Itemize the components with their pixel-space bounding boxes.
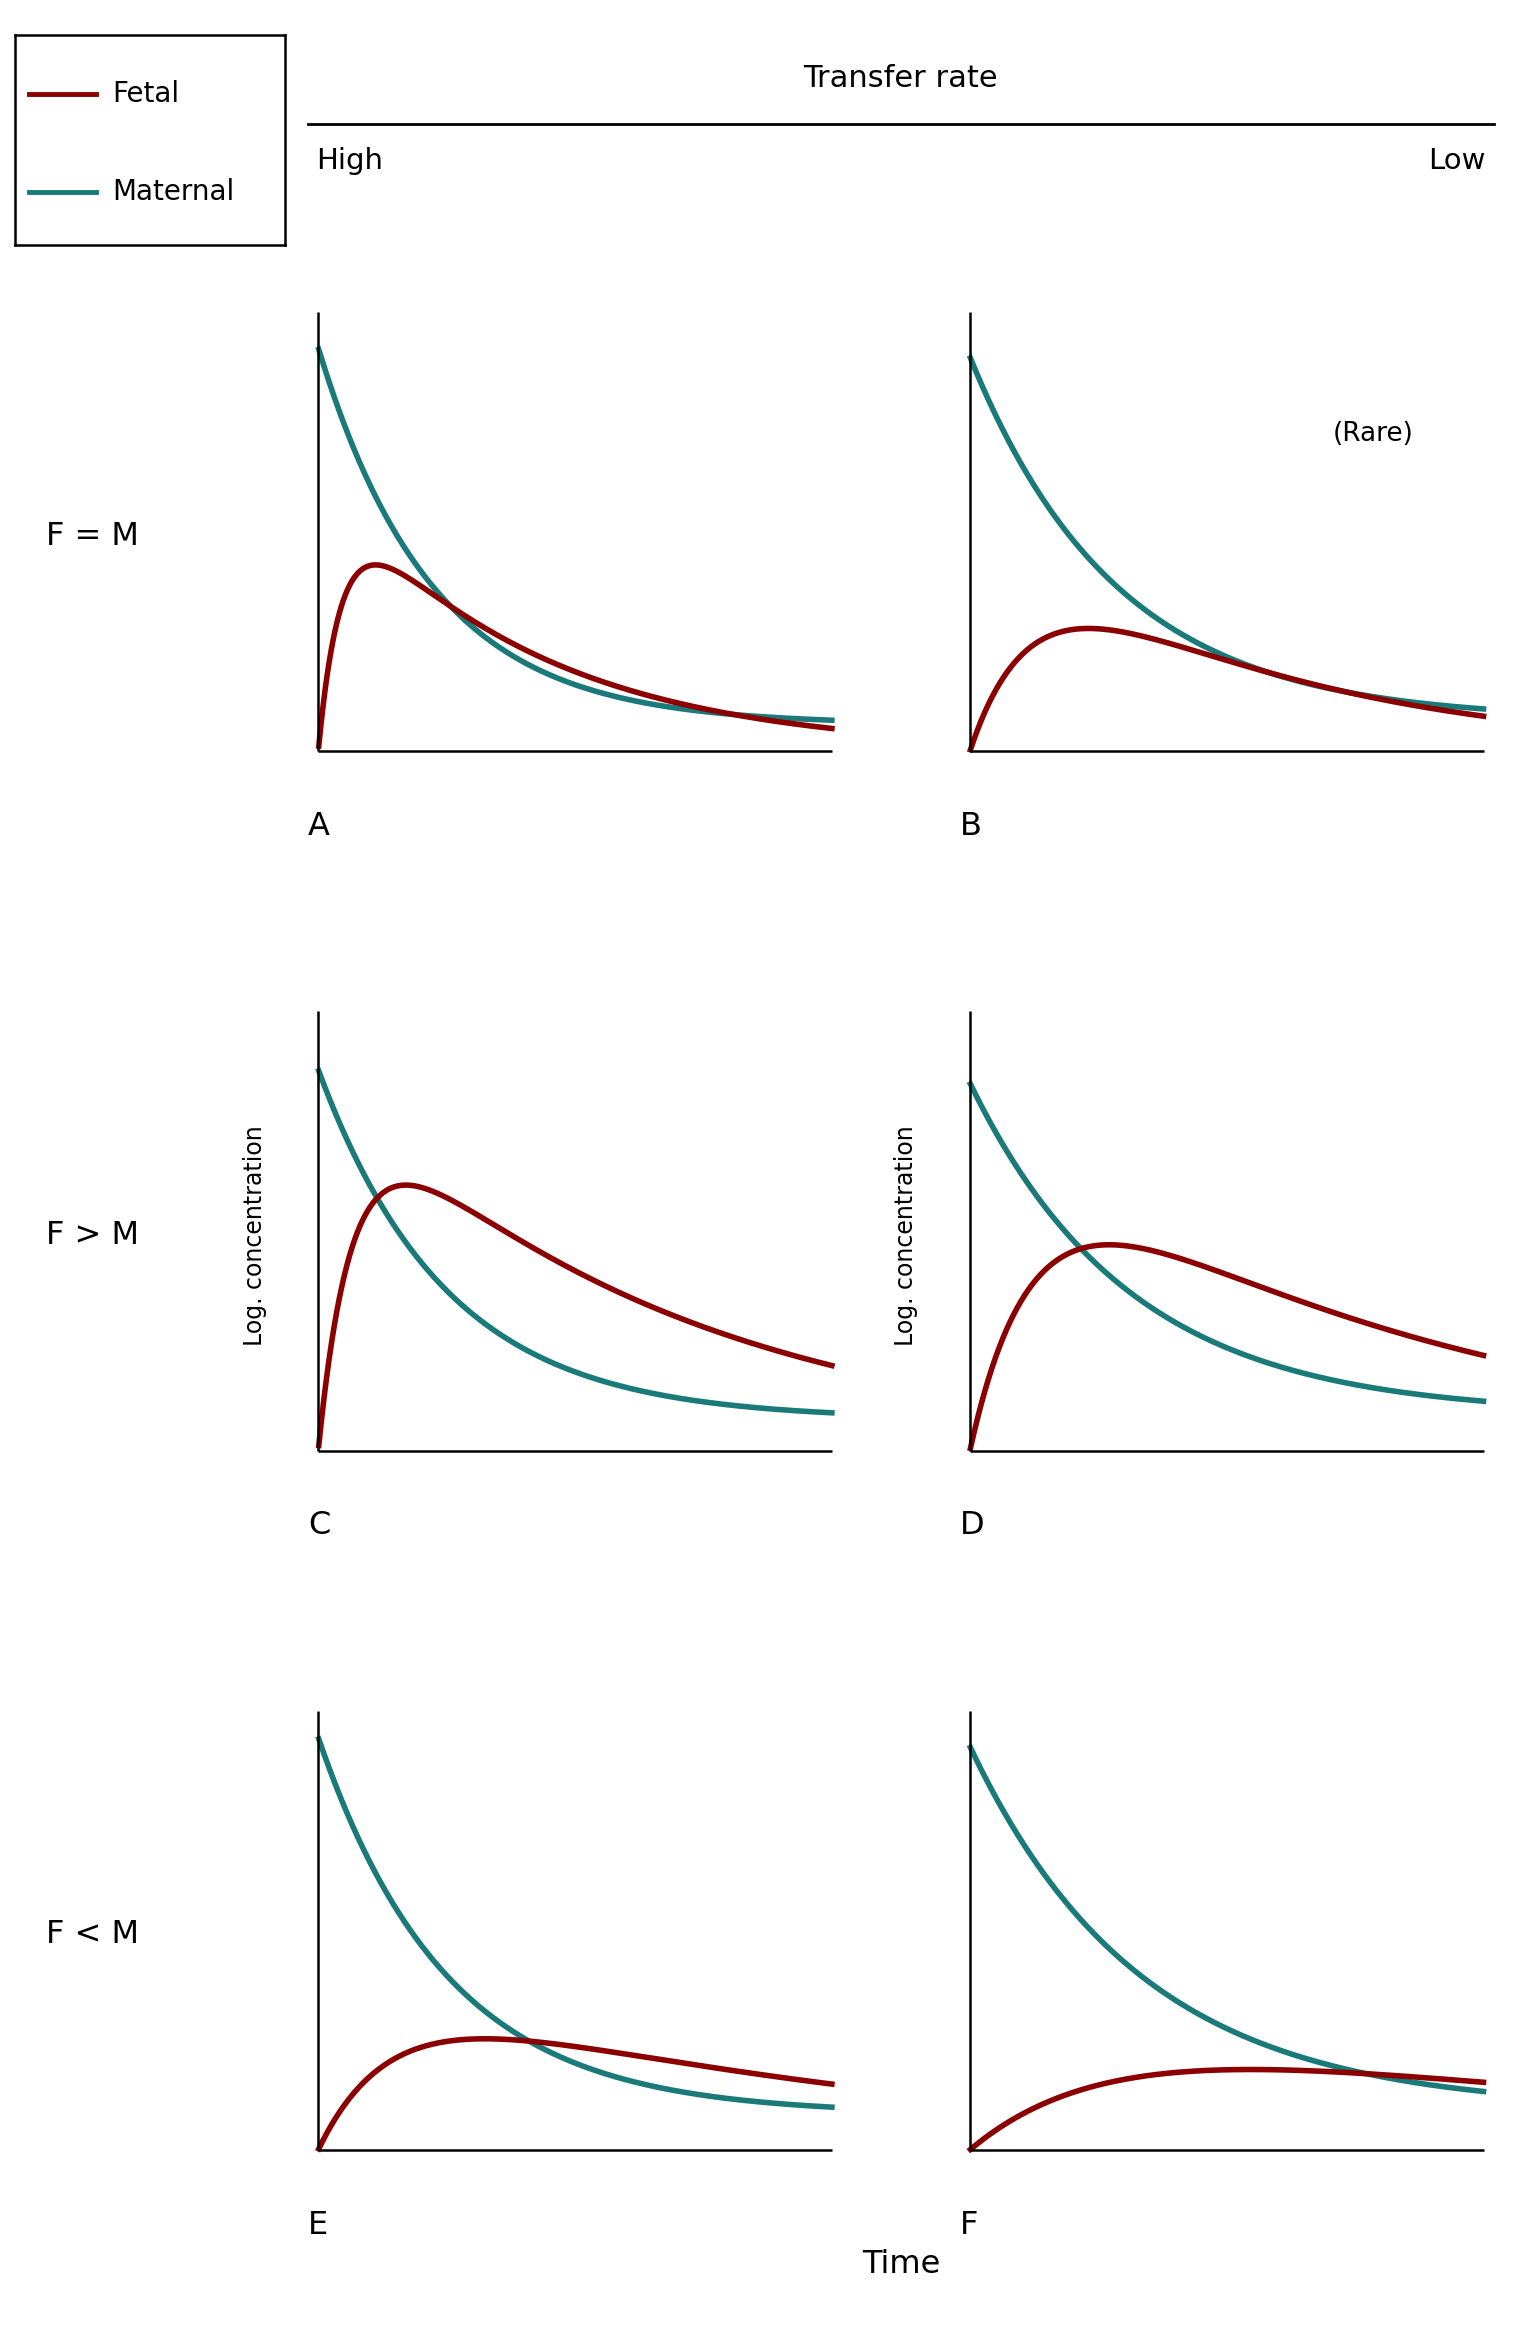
- Text: E: E: [308, 2210, 328, 2240]
- Text: Fetal: Fetal: [112, 79, 180, 107]
- Text: A: A: [308, 811, 330, 841]
- Text: (Rare): (Rare): [1332, 420, 1414, 448]
- Text: F: F: [959, 2210, 978, 2240]
- Text: F = M: F = M: [46, 520, 139, 552]
- Text: Low: Low: [1429, 147, 1486, 175]
- Text: Log. concentration: Log. concentration: [243, 1126, 266, 1345]
- Text: F > M: F > M: [46, 1219, 139, 1252]
- Text: High: High: [316, 147, 383, 175]
- Text: Time: Time: [862, 2249, 939, 2280]
- Text: B: B: [959, 811, 981, 841]
- Text: C: C: [308, 1510, 330, 1541]
- Text: D: D: [959, 1510, 984, 1541]
- Text: F < M: F < M: [46, 1918, 139, 1951]
- Text: Transfer rate: Transfer rate: [804, 65, 998, 93]
- Text: Maternal: Maternal: [112, 177, 234, 207]
- Text: Log. concentration: Log. concentration: [895, 1126, 918, 1345]
